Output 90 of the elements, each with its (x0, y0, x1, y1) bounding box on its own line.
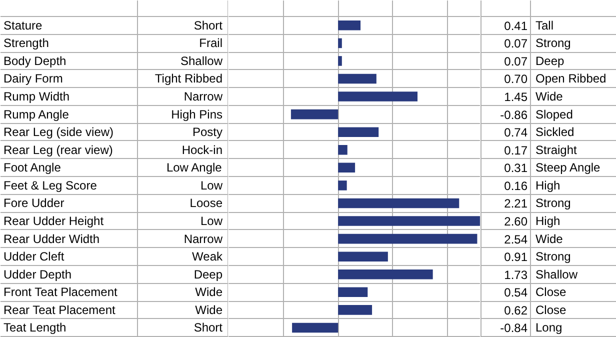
text: Close (536, 285, 567, 300)
y-tick-label: Rump Width (4, 90, 70, 104)
text: Low (200, 178, 223, 192)
text: Sloped (536, 107, 573, 122)
text: Wide (195, 285, 223, 300)
text: Short (194, 320, 224, 335)
bar (292, 322, 338, 333)
y-tick-label: Stature (4, 18, 43, 32)
text: Posty (192, 125, 223, 140)
bar (338, 216, 480, 226)
bar (338, 38, 342, 48)
text: Shallow (536, 267, 578, 282)
text: Steep Angle (536, 160, 601, 175)
data-label: 0.70 (504, 72, 528, 86)
bar (338, 56, 342, 66)
data-label: 0.07 (504, 36, 528, 51)
data-label: 2.21 (504, 196, 528, 211)
bar (338, 180, 347, 190)
text: Strong (536, 250, 571, 264)
data-label: -0.86 (500, 108, 528, 122)
bar (338, 234, 478, 244)
y-tick-label: Teat Length (4, 320, 66, 335)
bar (290, 109, 338, 120)
text: Shallow (180, 54, 223, 68)
text: Long (536, 320, 562, 335)
text: Narrow (184, 90, 223, 104)
text: Sickled (536, 125, 574, 140)
y-tick-label: Rear Leg (side view) (4, 125, 114, 140)
data-label: 0.74 (504, 126, 528, 140)
y-tick-label: Dairy Form (4, 72, 63, 86)
data-label: 0.17 (504, 143, 528, 158)
data-label: 2.60 (504, 214, 528, 229)
data-label: 2.54 (504, 232, 528, 246)
text: Weak (192, 250, 224, 264)
y-tick-label: Fore Udder (4, 196, 64, 210)
data-label: 0.91 (504, 250, 528, 264)
y-tick-label: Strength (4, 36, 49, 50)
y-tick-label: Udder Cleft (4, 250, 65, 264)
y-tick-label: Rear Teat Placement (4, 302, 116, 317)
text: Low (200, 214, 223, 228)
bar (338, 287, 368, 298)
bar (338, 92, 418, 102)
bar (338, 252, 388, 262)
bar (338, 127, 379, 137)
y-tick-label: Rear Leg (rear view) (4, 142, 113, 157)
data-label: 0.07 (504, 54, 528, 68)
data-label: 1.73 (504, 268, 528, 282)
text: Short (194, 18, 224, 32)
bar (338, 20, 361, 30)
y-tick-label: Rump Angle (4, 107, 70, 122)
y-tick-label: Front Teat Placement (4, 285, 118, 300)
bar (338, 198, 460, 208)
text: Straight (536, 142, 578, 157)
data-label: 1.45 (504, 90, 528, 104)
data-label: 0.31 (504, 161, 528, 176)
y-tick-label: Foot Angle (4, 160, 62, 175)
data-label: 0.41 (504, 18, 528, 33)
data-label: 0.62 (504, 303, 528, 318)
text: Close (536, 302, 567, 317)
text: High Pins (171, 107, 222, 122)
text: Deep (194, 267, 223, 282)
text: Loose (190, 196, 223, 210)
text: High (536, 178, 560, 192)
text: Tall (536, 18, 554, 32)
bar (338, 162, 356, 173)
text: Open Ribbed (536, 72, 606, 86)
text: Strong (536, 196, 571, 210)
data-label: 0.54 (504, 286, 528, 300)
text: Wide (536, 232, 564, 246)
bar (338, 305, 372, 315)
text: Hock-in (182, 142, 223, 157)
bar (338, 269, 433, 280)
text: Deep (536, 54, 565, 68)
text: Wide (195, 302, 223, 317)
text: Narrow (184, 232, 223, 246)
text: Strong (536, 36, 571, 50)
y-tick-label: Rear Udder Height (4, 214, 104, 228)
bar (338, 144, 348, 155)
y-tick-label: Feet & Leg Score (4, 178, 98, 192)
data-label: -0.84 (500, 321, 528, 336)
y-tick-label: Udder Depth (4, 267, 72, 282)
data-label: 0.16 (504, 178, 528, 193)
y-tick-label: Body Depth (4, 54, 66, 68)
y-tick-label: Rear Udder Width (4, 232, 100, 246)
text: Frail (199, 36, 223, 50)
text: Tight Ribbed (154, 72, 222, 86)
text: High (536, 214, 560, 228)
text: Wide (536, 90, 564, 104)
bar (338, 74, 376, 84)
text: Low Angle (166, 160, 222, 175)
